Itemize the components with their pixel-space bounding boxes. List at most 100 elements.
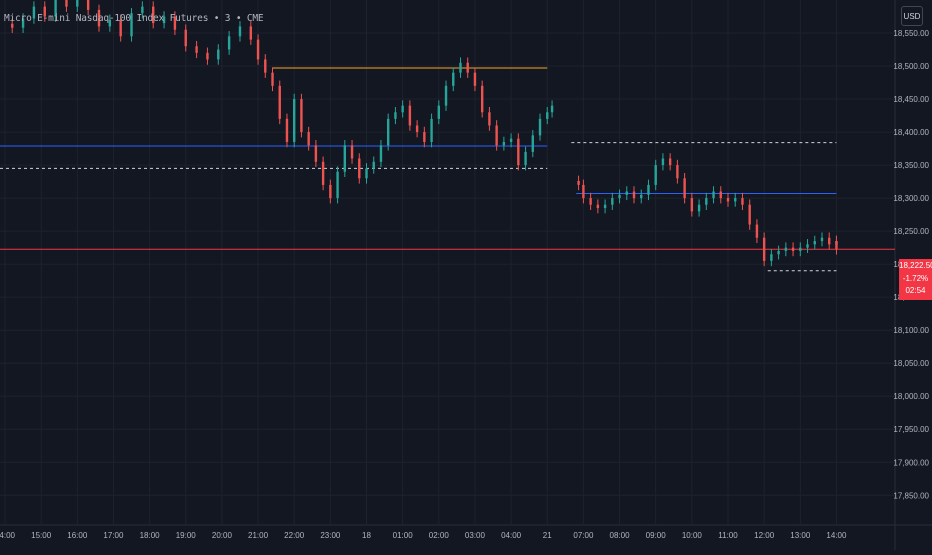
last-price-value: 18,222.50 xyxy=(899,261,932,270)
candle-body xyxy=(285,118,289,142)
candle-body xyxy=(307,132,310,146)
candle-body xyxy=(206,52,209,60)
price-tick-label: 18,500.00 xyxy=(893,62,929,71)
candle-body xyxy=(423,132,426,142)
time-tick-label: 01:00 xyxy=(393,531,414,540)
candle-body xyxy=(502,141,506,146)
candle-body xyxy=(162,16,166,24)
candle-body xyxy=(668,158,672,166)
time-tick-label: 08:00 xyxy=(610,531,631,540)
time-tick-label: 14:00 xyxy=(826,531,847,540)
candle-body xyxy=(683,178,686,199)
candle-body xyxy=(452,72,455,86)
last-price-label: 18,222.50 -1.72% 02:54 xyxy=(899,259,932,300)
candle-body xyxy=(365,168,368,179)
price-tick-label: 18,000.00 xyxy=(893,392,929,401)
candle-body xyxy=(517,138,520,166)
candle-body xyxy=(488,112,491,126)
time-tick-label: 18 xyxy=(362,531,371,540)
time-tick-label: 19:00 xyxy=(176,531,197,540)
candle-body xyxy=(11,23,14,28)
currency-button[interactable]: USD xyxy=(901,6,923,26)
candle-body xyxy=(777,250,780,255)
candle-body xyxy=(705,198,708,205)
candle-body xyxy=(108,19,112,27)
candle-body xyxy=(654,165,657,185)
candle-body xyxy=(762,237,766,261)
time-tick-label: 22:00 xyxy=(284,531,305,540)
candle-body xyxy=(293,99,296,142)
time-tick-label: 04:00 xyxy=(501,531,522,540)
candle-body xyxy=(611,198,614,205)
candle-body xyxy=(799,247,802,251)
last-price-change: -1.72% xyxy=(902,273,929,283)
candle-body xyxy=(538,118,542,136)
candle-body xyxy=(748,204,751,225)
candle-body xyxy=(130,13,133,37)
price-tick-label: 17,900.00 xyxy=(893,458,929,467)
candle-body xyxy=(336,171,339,199)
candle-body xyxy=(278,85,281,119)
candle-body xyxy=(625,191,628,195)
candle-body xyxy=(791,247,795,251)
candle-body xyxy=(21,18,25,28)
candle-body xyxy=(828,237,831,245)
candle-body xyxy=(466,62,469,73)
price-axis[interactable]: 18,550.00 18,500.00 18,450.00 18,400.00 18,3… xyxy=(893,29,929,500)
candle-body xyxy=(152,6,155,24)
candle-body xyxy=(741,198,744,205)
candle-body xyxy=(473,72,477,86)
candle-body xyxy=(495,125,498,146)
time-axis[interactable]: 14:00 15:00 16:00 17:00 18:00 19:00 20:00 21:00… xyxy=(0,531,847,540)
time-tick-label: 11:00 xyxy=(718,531,738,540)
price-tick-label: 18,050.00 xyxy=(893,359,929,368)
candle-body xyxy=(76,0,79,7)
candle-body xyxy=(770,254,773,261)
candle-body xyxy=(415,125,419,133)
candle-body xyxy=(755,224,759,238)
candle-body xyxy=(195,46,198,53)
candle-body xyxy=(603,204,607,209)
candle-body xyxy=(550,105,554,113)
candle-body xyxy=(835,241,838,250)
candle-body xyxy=(227,36,231,50)
candle-body xyxy=(264,59,267,73)
time-tick-label: 23:00 xyxy=(320,531,341,540)
candle-body xyxy=(632,191,636,199)
candle-body xyxy=(119,19,122,37)
candle-body xyxy=(676,165,679,179)
candle-body xyxy=(65,0,68,7)
price-tick-label: 18,250.00 xyxy=(893,227,929,236)
candle-body xyxy=(314,145,318,162)
candle-body xyxy=(524,151,527,166)
candle-body xyxy=(806,244,809,248)
candle-body xyxy=(719,191,722,199)
candle-body xyxy=(249,26,253,40)
candle-body xyxy=(173,16,177,30)
candle-body xyxy=(430,118,433,142)
horizontal-levels xyxy=(0,67,895,272)
time-tick-label: 20:00 xyxy=(212,531,233,540)
candle-body xyxy=(350,145,354,159)
time-tick-label: 10:00 xyxy=(682,531,703,540)
time-tick-label: 16:00 xyxy=(67,531,88,540)
time-tick-label: 17:00 xyxy=(103,531,124,540)
price-tick-label: 18,450.00 xyxy=(893,95,929,104)
candle-body xyxy=(321,161,325,185)
candle-body xyxy=(459,62,462,73)
candle-body xyxy=(726,198,730,202)
candle-body xyxy=(43,6,46,17)
price-tick-label: 17,950.00 xyxy=(893,425,929,434)
candle-body xyxy=(661,158,665,166)
candle-body xyxy=(589,198,592,205)
candle-body xyxy=(372,161,375,169)
candle-body xyxy=(394,112,397,119)
symbol-title[interactable]: Micro E-mini Nasdaq-100 Index Futures • … xyxy=(4,13,264,24)
candle-body xyxy=(401,105,404,113)
candle-body xyxy=(343,145,347,172)
candle-body xyxy=(480,85,484,113)
candle-body xyxy=(54,0,57,17)
